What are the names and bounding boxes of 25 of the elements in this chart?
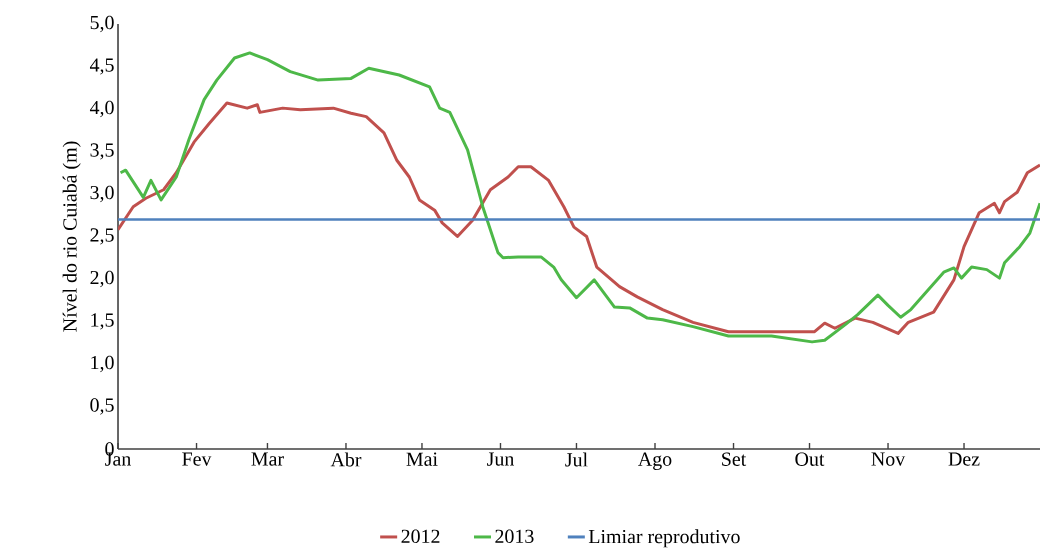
legend-label: Limiar reprodutivo <box>588 529 740 548</box>
y-tick-label: 4,0 <box>89 100 114 118</box>
y-tick-label: 2,0 <box>90 270 114 288</box>
x-tick-label: Abr <box>330 452 362 467</box>
x-tick-label: Nov <box>871 452 906 466</box>
y-tick-label: 3,5 <box>90 143 114 160</box>
y-tick-label: 4,5 <box>89 58 114 75</box>
x-tick-label: Out <box>795 452 825 466</box>
y-tick-label: 2,5 <box>90 228 114 245</box>
x-tick-label: Mai <box>406 452 438 466</box>
legend-label: 2013 <box>495 529 534 544</box>
x-tick-label: Jul <box>565 452 588 467</box>
y-tick-label: 0,5 <box>90 398 114 415</box>
y-tick-label: 1,0 <box>91 355 114 373</box>
x-tick-label: Mar <box>251 452 284 466</box>
x-tick-label: Ago <box>638 452 672 470</box>
y-axis-title: Nível do rio Cuiabá (m) <box>62 141 81 332</box>
legend-label: 2012 <box>401 529 440 544</box>
y-tick-label: 5,0 <box>90 15 114 33</box>
y-tick-label: 3,0 <box>90 185 114 203</box>
y-tick-label: 1,5 <box>91 313 114 330</box>
x-tick-label: Dez <box>948 452 980 466</box>
x-tick-label: Fev <box>182 452 212 466</box>
x-tick-label: Jun <box>487 452 515 466</box>
x-tick-label: Set <box>722 452 747 466</box>
